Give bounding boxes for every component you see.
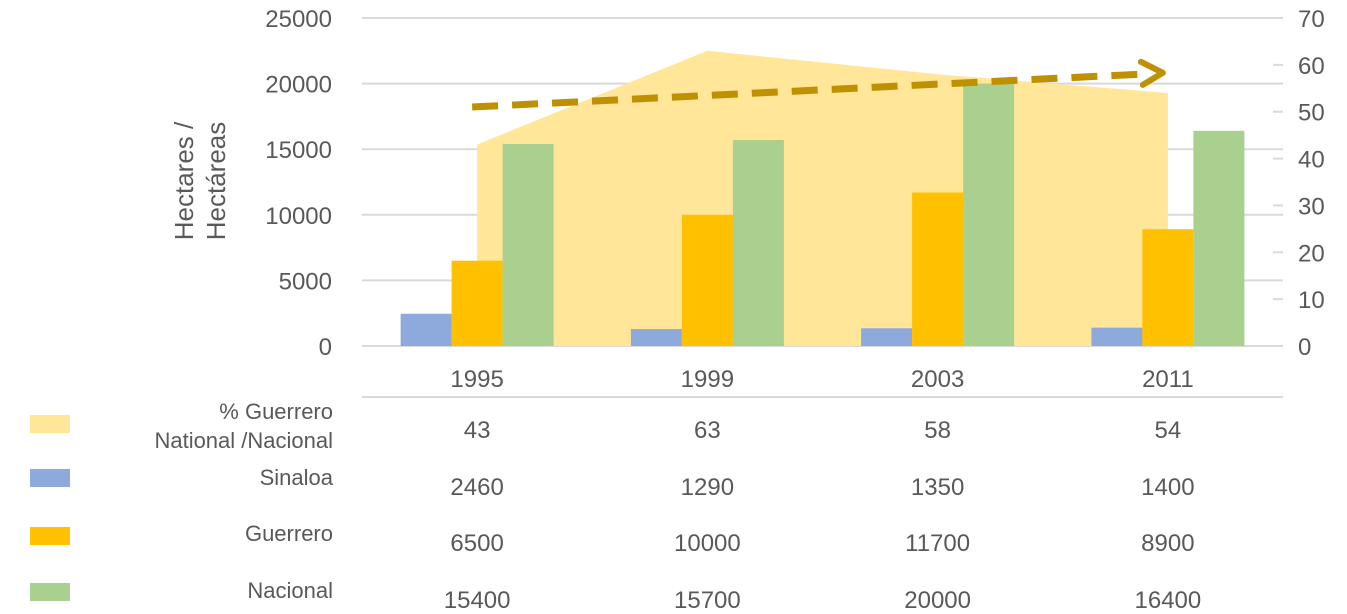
area-guerrero-national-percent bbox=[477, 50, 1168, 347]
bar-guerrero-2011 bbox=[1142, 229, 1194, 346]
bar-sinaloa-2011 bbox=[1091, 327, 1143, 346]
bar-nacional-2011 bbox=[1193, 130, 1245, 346]
table-cell: 6500 bbox=[450, 530, 503, 557]
y-axis-title: Hectares /Hectáreas bbox=[169, 121, 231, 240]
legend-key--guerrero-national-nacional bbox=[30, 415, 70, 433]
bar-guerrero-1995 bbox=[451, 260, 503, 346]
table-cell: 11700 bbox=[905, 530, 970, 557]
x-axis: 1995 1999 2003 2011 bbox=[362, 366, 1283, 398]
trend-arrow-line bbox=[471, 70, 1149, 111]
table-cell: 1350 bbox=[911, 474, 964, 501]
legend-key-nacional bbox=[30, 583, 70, 601]
table-cell: 10000 bbox=[674, 530, 741, 557]
table-cell: 43 bbox=[464, 417, 491, 444]
table-row-label-line: Sinaloa bbox=[260, 465, 334, 490]
x-tick-label: 2003 bbox=[911, 366, 964, 393]
table-cell: 1290 bbox=[681, 474, 734, 501]
table-cell: 8900 bbox=[1141, 530, 1194, 557]
y2-tick-label: 10 bbox=[1298, 287, 1325, 314]
table-cell: 15400 bbox=[444, 587, 511, 614]
data-table: % Guerrero National /Nacional 43 63 58 54 Sina… bbox=[30, 399, 1201, 614]
y-axis-left: 0 5000 10000 15000 20000 25000 bbox=[265, 6, 332, 361]
table-cell: 2460 bbox=[450, 474, 503, 501]
bar-nacional-1999 bbox=[732, 140, 784, 346]
bar-series bbox=[400, 83, 1245, 346]
table-row-label-line: % Guerrero bbox=[219, 399, 333, 424]
trend-arrow-head bbox=[1137, 58, 1166, 88]
bar-sinaloa-2003 bbox=[861, 328, 913, 346]
table-row-label-line: National /Nacional bbox=[154, 428, 333, 453]
y-tick-label: 25000 bbox=[265, 6, 332, 33]
table-row-label: % Guerrero National /Nacional bbox=[154, 399, 333, 453]
y2-tick-label: 0 bbox=[1298, 334, 1311, 361]
table-row-label: Guerrero bbox=[245, 521, 333, 546]
bar-nacional-2003 bbox=[963, 83, 1015, 346]
table-cell: 54 bbox=[1155, 417, 1182, 444]
legend-key-guerrero bbox=[30, 527, 70, 545]
y2-tick-label: 40 bbox=[1298, 147, 1325, 174]
table-cell: 16400 bbox=[1135, 587, 1202, 614]
table-cell: 58 bbox=[924, 417, 951, 444]
bar-sinaloa-1995 bbox=[400, 313, 452, 346]
bar-guerrero-1999 bbox=[681, 214, 733, 346]
table-cell: 20000 bbox=[904, 587, 971, 614]
y-axis-title-line: Hectáreas bbox=[201, 122, 231, 241]
y-tick-label: 0 bbox=[319, 334, 332, 361]
y2-tick-label: 60 bbox=[1298, 53, 1325, 80]
y2-tick-label: 30 bbox=[1298, 193, 1325, 220]
y-tick-label: 5000 bbox=[279, 268, 332, 295]
bar-nacional-1995 bbox=[502, 143, 554, 346]
table-row-label-line: Guerrero bbox=[245, 521, 333, 546]
y-axis-right: 0 10 20 30 40 50 60 70 bbox=[1298, 6, 1325, 361]
y-axis-title: Hectares /Hectáreas bbox=[169, 121, 231, 240]
y2-tick-label: 70 bbox=[1298, 6, 1325, 33]
table-cell: 15700 bbox=[674, 587, 741, 614]
y-axis-title-line: Hectares / bbox=[169, 121, 199, 240]
table-row-label-line: Nacional bbox=[247, 578, 333, 603]
y-tick-label: 15000 bbox=[265, 137, 332, 164]
x-tick-label: 1995 bbox=[450, 366, 503, 393]
y2-tick-label: 20 bbox=[1298, 240, 1325, 267]
table-row-label: Sinaloa bbox=[260, 465, 334, 490]
trend-arrow bbox=[471, 58, 1166, 111]
y-tick-label: 20000 bbox=[265, 72, 332, 99]
legend-key-sinaloa bbox=[30, 469, 70, 487]
table-cell: 1400 bbox=[1141, 474, 1194, 501]
x-tick-label: 1999 bbox=[681, 366, 734, 393]
table-row-label: Nacional bbox=[247, 578, 333, 603]
bar-guerrero-2003 bbox=[912, 192, 964, 346]
x-tick-label: 2011 bbox=[1142, 366, 1194, 393]
bar-sinaloa-1999 bbox=[630, 329, 682, 346]
area-series bbox=[477, 50, 1168, 347]
y-tick-label: 10000 bbox=[265, 203, 332, 230]
table-cell: 63 bbox=[694, 417, 721, 444]
y2-tick-label: 50 bbox=[1298, 100, 1325, 127]
